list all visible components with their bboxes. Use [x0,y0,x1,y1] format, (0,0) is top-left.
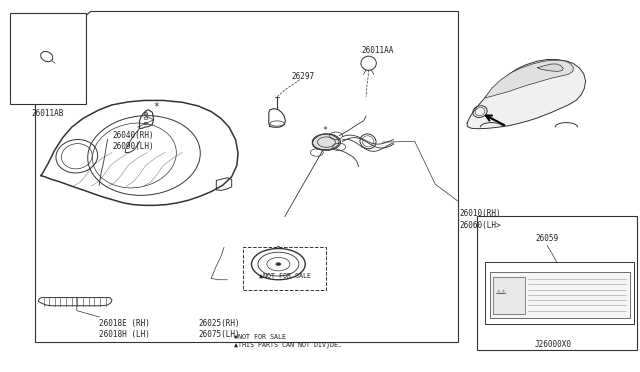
Text: *: * [323,126,328,135]
Text: ✱NOT FOR SALE: ✱NOT FOR SALE [234,334,285,340]
Text: 26018E (RH)
26018H (LH): 26018E (RH) 26018H (LH) [99,319,150,339]
Polygon shape [35,11,458,342]
Polygon shape [467,60,586,129]
Text: 26011AA: 26011AA [362,46,394,55]
FancyBboxPatch shape [490,272,630,318]
Text: ⚠⚠: ⚠⚠ [496,289,508,295]
Text: 26040(RH)
26090(LH): 26040(RH) 26090(LH) [112,131,154,151]
Text: 26059: 26059 [536,234,559,243]
Polygon shape [538,64,563,71]
Text: 26297: 26297 [291,72,314,81]
Text: 26011AB: 26011AB [32,109,64,118]
FancyBboxPatch shape [493,277,525,314]
Polygon shape [485,60,573,97]
Text: 26025(RH)
26075(LH): 26025(RH) 26075(LH) [198,319,240,339]
Text: ▲NOT FOR SALE: ▲NOT FOR SALE [259,272,311,278]
Text: J26000X0: J26000X0 [535,340,572,349]
FancyBboxPatch shape [10,13,86,104]
FancyBboxPatch shape [485,262,634,324]
Text: 26010(RH)
26060(LH>: 26010(RH) 26060(LH> [460,209,501,230]
Polygon shape [312,134,339,150]
Text: *: * [153,102,159,112]
Text: ▲THIS PARTS CAN NOT DIV)DE.: ▲THIS PARTS CAN NOT DIV)DE. [234,342,342,349]
FancyBboxPatch shape [477,216,637,350]
Circle shape [276,263,281,266]
